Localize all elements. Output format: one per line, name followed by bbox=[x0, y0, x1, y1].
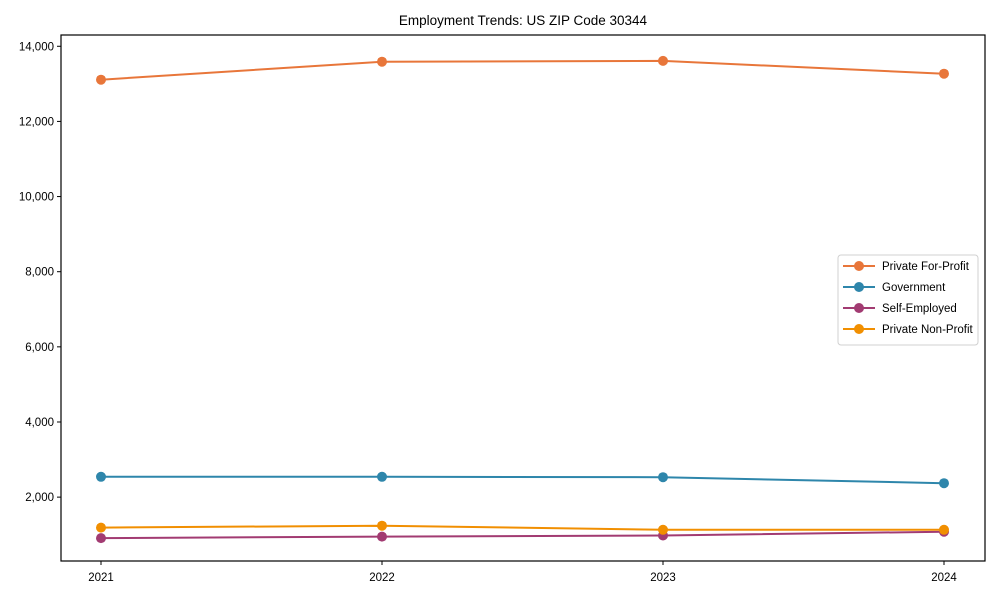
data-point-marker bbox=[658, 524, 668, 535]
series-line bbox=[101, 475, 945, 485]
legend-item: Private Non-Profit bbox=[843, 324, 974, 336]
x-axis: 2021 2022 2023 2024 bbox=[88, 561, 957, 584]
legend-item: Private For-Profit bbox=[843, 261, 970, 273]
data-point-marker bbox=[96, 533, 106, 544]
chart-title: Employment Trends: US ZIP Code 30344 bbox=[399, 13, 648, 28]
data-point-marker bbox=[377, 520, 387, 531]
x-tick-label: 2024 bbox=[931, 572, 957, 584]
legend: Private For-Profit Government Self-Employe… bbox=[837, 254, 979, 346]
series-private-for-profit bbox=[96, 55, 949, 85]
legend-marker-icon bbox=[854, 282, 864, 292]
legend-label: Private For-Profit bbox=[882, 261, 970, 273]
data-point-marker bbox=[96, 471, 106, 482]
data-point-marker bbox=[377, 471, 387, 482]
y-tick-label: 10,000 bbox=[19, 192, 54, 204]
data-point-marker bbox=[96, 74, 106, 85]
y-tick-label: 6,000 bbox=[25, 342, 54, 354]
x-tick-label: 2022 bbox=[369, 572, 395, 584]
data-point-marker bbox=[377, 531, 387, 542]
y-tick-label: 8,000 bbox=[25, 267, 54, 279]
y-tick-label: 12,000 bbox=[19, 116, 54, 128]
data-point-marker bbox=[96, 522, 106, 533]
legend-marker-icon bbox=[854, 303, 864, 313]
x-tick-label: 2023 bbox=[650, 572, 676, 584]
series-private-non-profit bbox=[96, 520, 949, 535]
y-tick-label: 4,000 bbox=[25, 417, 54, 429]
legend-label: Private Non-Profit bbox=[882, 324, 974, 336]
y-axis: 2,000 4,000 6,000 8,000 10,000 12,000 14,000 bbox=[19, 41, 61, 504]
x-tick-label: 2021 bbox=[88, 572, 114, 584]
series-line bbox=[100, 524, 944, 531]
series-line bbox=[100, 59, 945, 81]
data-point-marker bbox=[939, 68, 949, 79]
data-point-marker bbox=[658, 472, 668, 483]
legend-item: Self-Employed bbox=[843, 303, 957, 315]
data-point-marker bbox=[658, 55, 668, 66]
legend-item: Government bbox=[843, 282, 946, 294]
plot-frame bbox=[60, 34, 986, 562]
legend-label: Government bbox=[882, 282, 946, 294]
y-tick-label: 14,000 bbox=[19, 41, 54, 53]
legend-box bbox=[837, 254, 979, 346]
data-point-marker bbox=[377, 56, 387, 67]
legend-marker-icon bbox=[854, 324, 864, 334]
series-government bbox=[96, 471, 949, 489]
y-tick-label: 2,000 bbox=[25, 492, 54, 504]
legend-label: Self-Employed bbox=[882, 303, 957, 315]
data-point-marker bbox=[939, 478, 949, 489]
series-line bbox=[100, 530, 945, 540]
legend-marker-icon bbox=[854, 261, 864, 271]
series-layer bbox=[96, 55, 949, 544]
data-point-marker bbox=[939, 524, 949, 535]
